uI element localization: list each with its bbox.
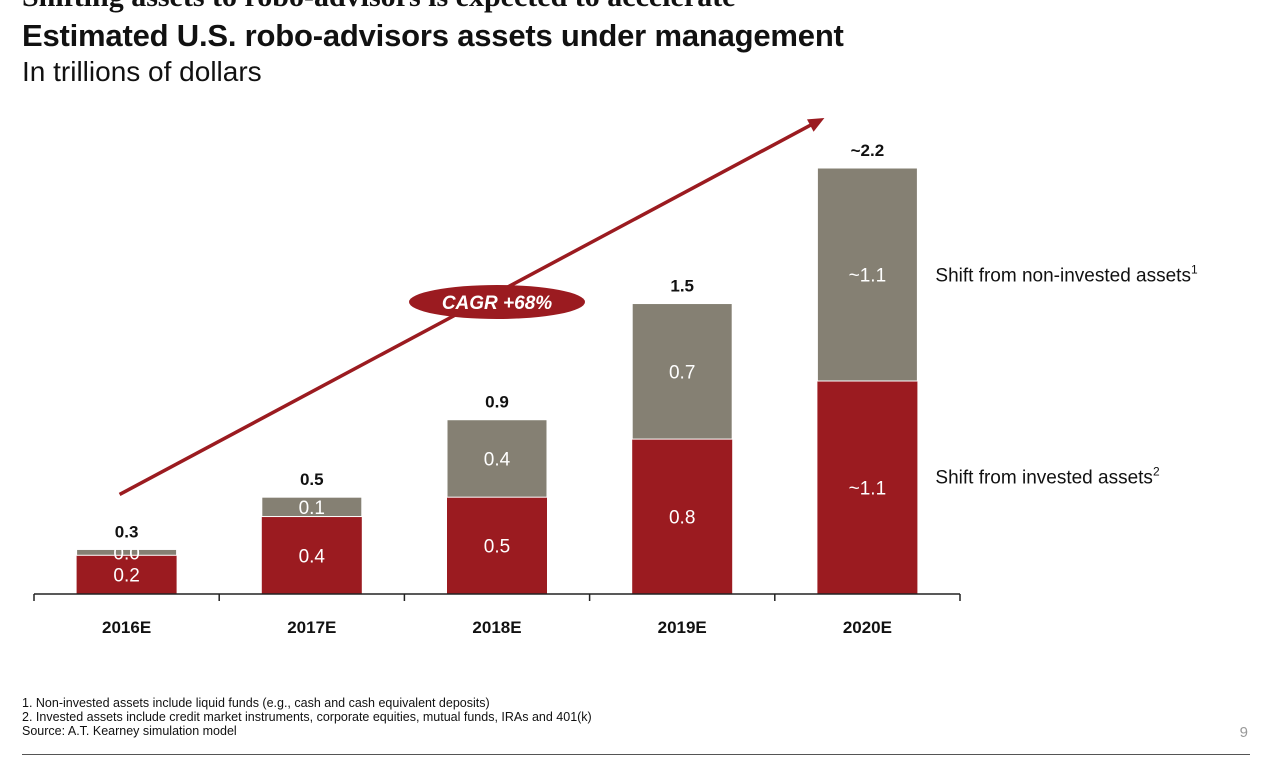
bar-non-invested-2018e [446, 419, 548, 498]
label-non-invested-2016e: 0.0 [113, 543, 139, 564]
cagr-arrow-head [806, 118, 825, 132]
category-label-2018e: 2018E [472, 618, 521, 637]
bar-invested-2018e [447, 497, 547, 594]
bar-invested-2016e [76, 555, 177, 594]
label-invested-2017e: 0.4 [299, 546, 326, 567]
bar-non-invested-2017e [261, 496, 363, 518]
total-label-2017e: 0.5 [300, 470, 324, 489]
label-invested-2018e: 0.5 [484, 537, 510, 558]
legend-non-invested-footnote-marker: 1 [1191, 263, 1198, 277]
legend-invested-footnote-marker: 2 [1153, 465, 1160, 479]
label-non-invested-2017e: 0.1 [299, 498, 325, 519]
label-non-invested-2019e: 0.7 [669, 362, 695, 383]
category-label-2016e: 2016E [102, 618, 151, 637]
stacked-bar-chart: 0.20.0 0.3 2016E 0.4 0.1 0.5 2017E 0.5 0.4 0.9 201… [33, 118, 1198, 637]
clipped-heading-text: Shifting assets to robo-advisors is expe… [22, 0, 736, 14]
label-invested-2019e: 0.8 [669, 508, 695, 529]
total-label-2016e: 0.3 [115, 522, 139, 541]
category-label-2019e: 2019E [658, 618, 707, 637]
bar-non-invested-2016e [76, 548, 178, 556]
page-number: 9 [1239, 724, 1248, 741]
bar-invested-2020e [817, 381, 918, 594]
label-invested-2020e: ~1.1 [849, 479, 887, 500]
total-label-2018e: 0.9 [485, 393, 509, 412]
legend-non-invested: Shift from non-invested assets1 [935, 263, 1198, 287]
cagr-badge-text: CAGR +68% [442, 293, 552, 314]
footnotes: 1. Non-invested assets include liquid fu… [22, 696, 592, 738]
footnote-non-invested: 1. Non-invested assets include liquid fu… [22, 696, 490, 710]
total-label-2020e: ~2.2 [851, 141, 885, 160]
category-label-2020e: 2020E [843, 618, 892, 637]
bar-non-invested-2019e [631, 303, 733, 440]
chart-subtitle: In trillions of dollars [22, 56, 262, 87]
footnote-invested: 2. Invested assets include credit market… [22, 710, 592, 724]
bar-invested-2017e [261, 516, 362, 594]
label-invested-2016e: 0.2 [113, 566, 139, 587]
label-non-invested-2020e: ~1.1 [849, 266, 887, 287]
bar-non-invested-2020e [816, 167, 918, 382]
bar-invested-2019e [632, 439, 733, 594]
bottom-divider [22, 754, 1250, 755]
total-label-2019e: 1.5 [670, 277, 694, 296]
label-non-invested-2018e: 0.4 [484, 449, 511, 470]
clipped-heading: Shifting assets to robo-advisors is expe… [0, 0, 1272, 14]
chart-title: Estimated U.S. robo-advisors assets unde… [22, 18, 844, 53]
category-label-2017e: 2017E [287, 618, 336, 637]
cagr-badge [409, 285, 585, 319]
legend-invested: Shift from invested assets2 [935, 465, 1160, 489]
source-note: Source: A.T. Kearney simulation model [22, 724, 237, 738]
